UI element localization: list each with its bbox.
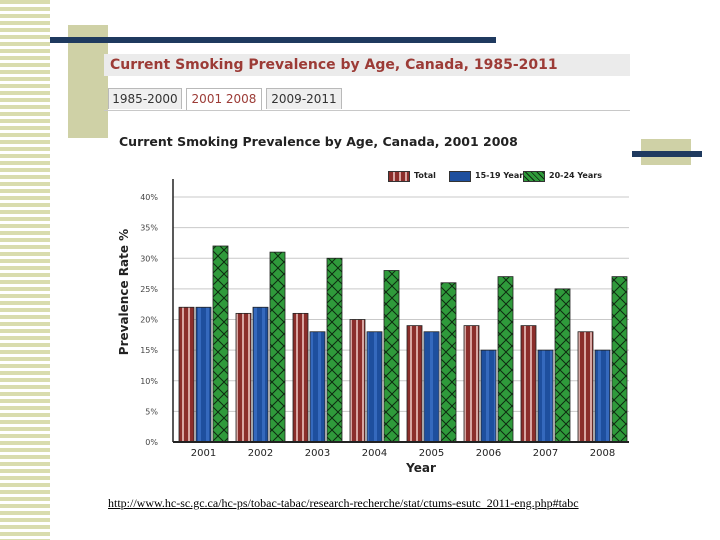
decorative-bar-right — [632, 151, 702, 157]
x-tick-label: 2002 — [248, 448, 273, 459]
legend-label-total: Total — [414, 171, 436, 180]
x-tick-label: 2007 — [533, 448, 558, 459]
x-tick-label: 2003 — [305, 448, 330, 459]
y-tick-label: 30% — [140, 254, 158, 263]
legend-swatch-total — [388, 171, 410, 182]
bar-20-24 — [326, 257, 343, 443]
tab-2001-2008[interactable]: 2001 2008 — [186, 88, 262, 111]
bar-total — [292, 312, 309, 443]
y-tick-label: 10% — [140, 377, 158, 386]
bar-total — [520, 325, 537, 443]
bar-20-24 — [212, 245, 229, 443]
bar-20-24 — [440, 282, 457, 443]
legend-swatch-15-19 — [449, 171, 471, 182]
bar-20-24 — [383, 270, 400, 443]
legend-label-20-24: 20-24 Years — [549, 171, 602, 180]
bar-15-19 — [423, 331, 440, 443]
bar-15-19 — [195, 306, 212, 443]
page-header: Current Smoking Prevalence by Age, Canad… — [104, 54, 630, 76]
bar-15-19 — [252, 306, 269, 443]
y-tick-label: 5% — [145, 407, 158, 416]
x-tick-label: 2006 — [476, 448, 501, 459]
bar-total — [178, 306, 195, 443]
decorative-block — [68, 25, 108, 138]
bar-chart: 0% 5% 10% 15% 20% 25% 30% 35% 40% 2001 2002 2003 200… — [140, 179, 629, 475]
tab-1985-2000[interactable]: 1985-2000 — [108, 88, 182, 109]
page-title: Current Smoking Prevalence by Age, Canad… — [110, 57, 558, 73]
bar-15-19 — [537, 349, 554, 443]
chart-panel: Current Smoking Prevalence by Age, Canad… — [110, 124, 630, 486]
bar-total — [235, 312, 252, 443]
x-tick-label: 2005 — [419, 448, 444, 459]
bar-total — [463, 325, 480, 443]
tab-underline — [104, 110, 630, 111]
tab-2009-2011[interactable]: 2009-2011 — [266, 88, 342, 109]
bar-20-24 — [554, 288, 571, 443]
bar-15-19 — [480, 349, 497, 443]
y-tick-label: 0% — [145, 438, 158, 447]
bar-20-24 — [611, 276, 628, 443]
bar-total — [577, 331, 594, 443]
decorative-stripes — [0, 0, 50, 540]
bar-total — [349, 319, 366, 443]
decorative-bar — [50, 37, 496, 43]
bar-15-19 — [309, 331, 326, 443]
bar-15-19 — [366, 331, 383, 443]
y-tick-label: 15% — [140, 346, 158, 355]
y-tick-label: 25% — [140, 285, 158, 294]
x-tick-label: 2008 — [590, 448, 615, 459]
bar-20-24 — [497, 276, 514, 443]
legend-swatch-20-24 — [523, 171, 545, 182]
x-axis-label: Year — [405, 461, 436, 475]
source-link[interactable]: http://www.hc-sc.gc.ca/hc-ps/tobac-tabac… — [108, 496, 579, 510]
y-tick-label: 40% — [140, 193, 158, 202]
bar-20-24 — [269, 251, 286, 443]
bar-15-19 — [594, 349, 611, 443]
chart-title: Current Smoking Prevalence by Age, Canad… — [119, 134, 518, 149]
bar-total — [406, 325, 423, 443]
y-tick-label: 35% — [140, 224, 158, 233]
legend-label-15-19: 15-19 Years — [475, 171, 528, 180]
x-tick-label: 2001 — [191, 448, 216, 459]
x-tick-label: 2004 — [362, 448, 387, 459]
y-tick-label: 20% — [140, 316, 158, 325]
